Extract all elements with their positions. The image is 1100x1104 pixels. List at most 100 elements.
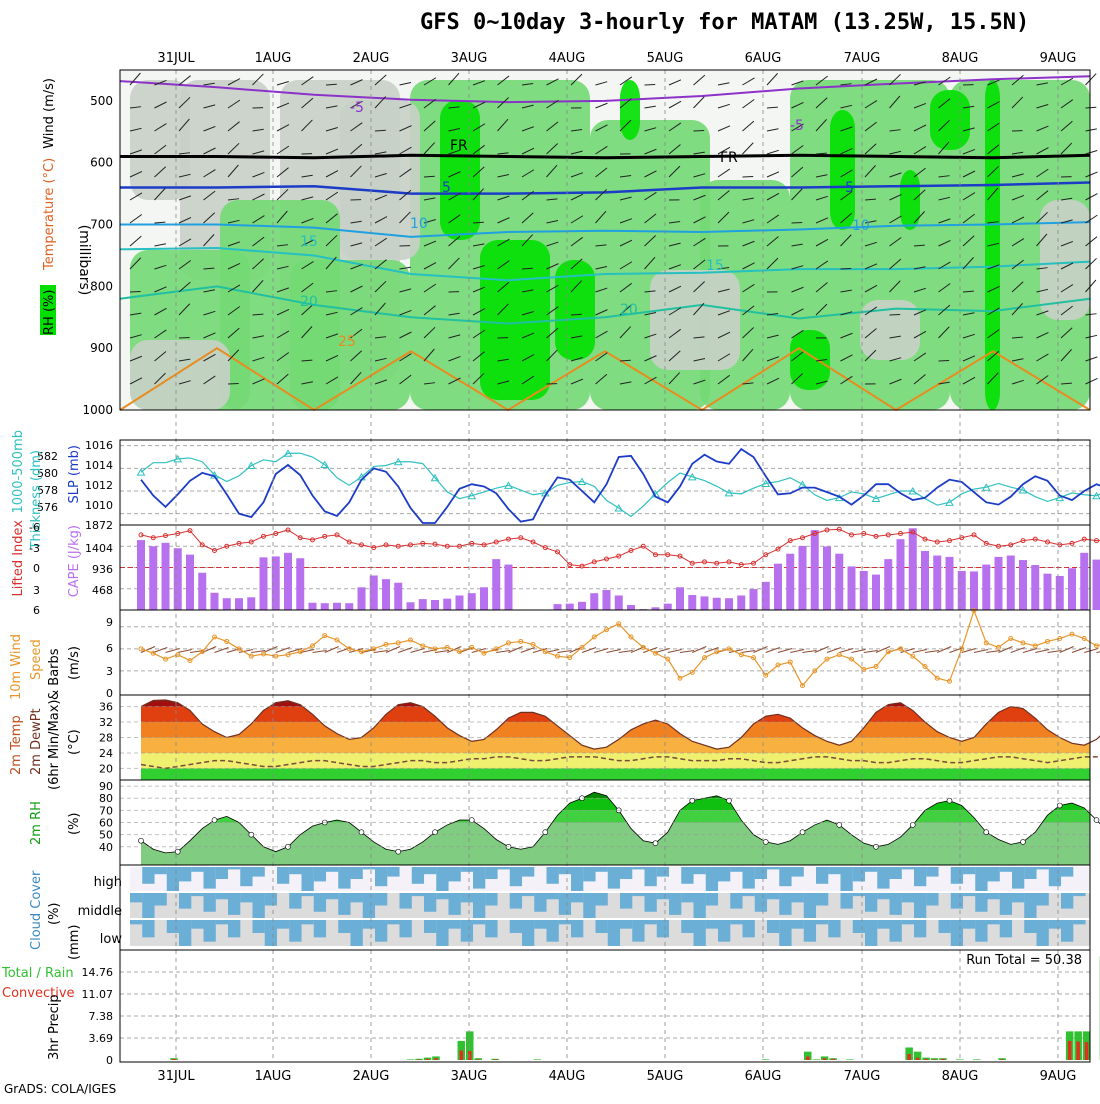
precip-convective-bar [907, 1054, 911, 1060]
cape-bar [909, 528, 917, 610]
li-tick: 6 [33, 604, 40, 617]
panel-frame-precip [120, 950, 1090, 1062]
cape-bar [970, 571, 978, 610]
cloud-middle-bar [191, 893, 203, 896]
cloud-middle-bar [253, 893, 265, 918]
wind-barb [619, 651, 633, 653]
cloud-high-bar [841, 867, 853, 891]
cloud-low-bar [743, 920, 755, 937]
wind-barb [558, 651, 572, 653]
wind-barb [815, 647, 829, 653]
cloud-low-bar [865, 920, 877, 946]
cloud-low-bar [975, 920, 987, 942]
cloud-high-bar [387, 867, 399, 877]
cloud-middle-bar [351, 893, 363, 902]
cape-bar [223, 598, 231, 610]
li-tick: 3 [33, 584, 40, 597]
cloud-middle-bar [1012, 893, 1024, 902]
cloud-low-bar [265, 920, 277, 946]
precip-tick: 7.38 [89, 1010, 114, 1023]
temp-panel [120, 695, 1100, 780]
cloud-low-bar [522, 920, 534, 946]
cloud-middle-bar [204, 893, 216, 912]
wind-tick: 9 [106, 616, 113, 629]
cloud-high-bar [473, 867, 485, 889]
cape-tick: 936 [92, 563, 113, 576]
cloud-high-bar [694, 867, 706, 874]
rh-marker [139, 838, 144, 843]
cloud-high-bar [1000, 867, 1012, 872]
cloud-low-bar [608, 920, 620, 946]
cape-bar [615, 595, 623, 610]
cloud-high-bar [338, 867, 350, 889]
cloud-low-bar [571, 920, 583, 937]
cloud-middle-bar [975, 893, 987, 912]
cape-bar [137, 540, 145, 610]
cloud-low-bar [375, 920, 387, 942]
cloud-middle-bar [902, 893, 914, 902]
wind-barb [937, 647, 951, 653]
slp-tick: 1010 [85, 499, 113, 512]
wind10-label: 10m Wind [9, 634, 24, 700]
li-tick: 0 [33, 562, 40, 575]
cloud-high-bar [449, 867, 461, 881]
cape-bar [799, 546, 807, 610]
precip-convective-bar [924, 1059, 928, 1060]
cloud-middle-bar [571, 893, 583, 902]
cloud-low-bar [792, 920, 804, 929]
cloud-middle-bar [130, 893, 142, 902]
cloud-low-bar [449, 920, 461, 929]
cape-bar [762, 582, 770, 610]
cloud-low-bar [632, 920, 644, 942]
date-label-top: 5AUG [647, 51, 684, 66]
cape-bar [1056, 576, 1064, 610]
cloud-low-bar [314, 920, 326, 937]
isotherm-label: 15 [706, 258, 724, 274]
cape-bar [848, 566, 856, 610]
cloud-low-bar [363, 920, 375, 929]
cloud-middle-bar [338, 893, 350, 915]
cape-bar [211, 593, 219, 610]
cloud-low-bar [534, 920, 546, 929]
cloud-low-bar [547, 920, 559, 942]
cloud-middle-bar [1061, 893, 1073, 909]
cloud-middle-bar [755, 893, 767, 912]
cloud-high-bar [632, 867, 644, 869]
cloud-middle-bar [424, 893, 436, 912]
cape-bar [431, 600, 439, 610]
wind-barb [741, 651, 755, 653]
rh-shade [650, 270, 740, 370]
cloud-middle-bar [228, 893, 240, 915]
cloud-high-bar [142, 867, 154, 884]
slp-panel [120, 446, 1100, 523]
cape-bar [382, 579, 390, 610]
cloud-low-bar [779, 920, 791, 946]
cloud-high-bar [412, 867, 424, 884]
cloud-middle-bar [1073, 893, 1085, 896]
cloud-low-bar [963, 920, 975, 929]
wind-barb [1048, 651, 1062, 653]
cloud-low-bar [890, 920, 902, 942]
isotherm-label: -5 [350, 100, 364, 116]
cloud-low-bar [485, 920, 497, 937]
pressure-tick: 700 [90, 218, 113, 232]
precip-total-bar [846, 1059, 854, 1060]
upper-wind-barb [841, 268, 852, 269]
wind-barb [1097, 650, 1100, 653]
temperature-label: Temperature (°C) [42, 158, 57, 271]
cloud-low-bar [510, 920, 522, 933]
pressure-axis-label: (millibars) [76, 225, 92, 296]
thickness-label: Thickness (dm) [29, 450, 44, 550]
cloud-panel [130, 867, 1090, 946]
chart-title: GFS 0~10day 3-hourly for MATAM (13.25W, … [420, 10, 1029, 35]
cape-bar [149, 546, 157, 610]
wind-barb [754, 647, 768, 653]
cloud-high-bar [743, 867, 755, 889]
cloud-middle-bar [559, 893, 571, 915]
temp-band [120, 738, 1090, 753]
temp-tick: 36 [99, 701, 113, 714]
cloud-cover-label: Cloud Cover [29, 870, 44, 950]
cloud-high-bar [1012, 867, 1024, 889]
wind-barb [607, 650, 621, 653]
cloud-high-bar [767, 867, 779, 869]
